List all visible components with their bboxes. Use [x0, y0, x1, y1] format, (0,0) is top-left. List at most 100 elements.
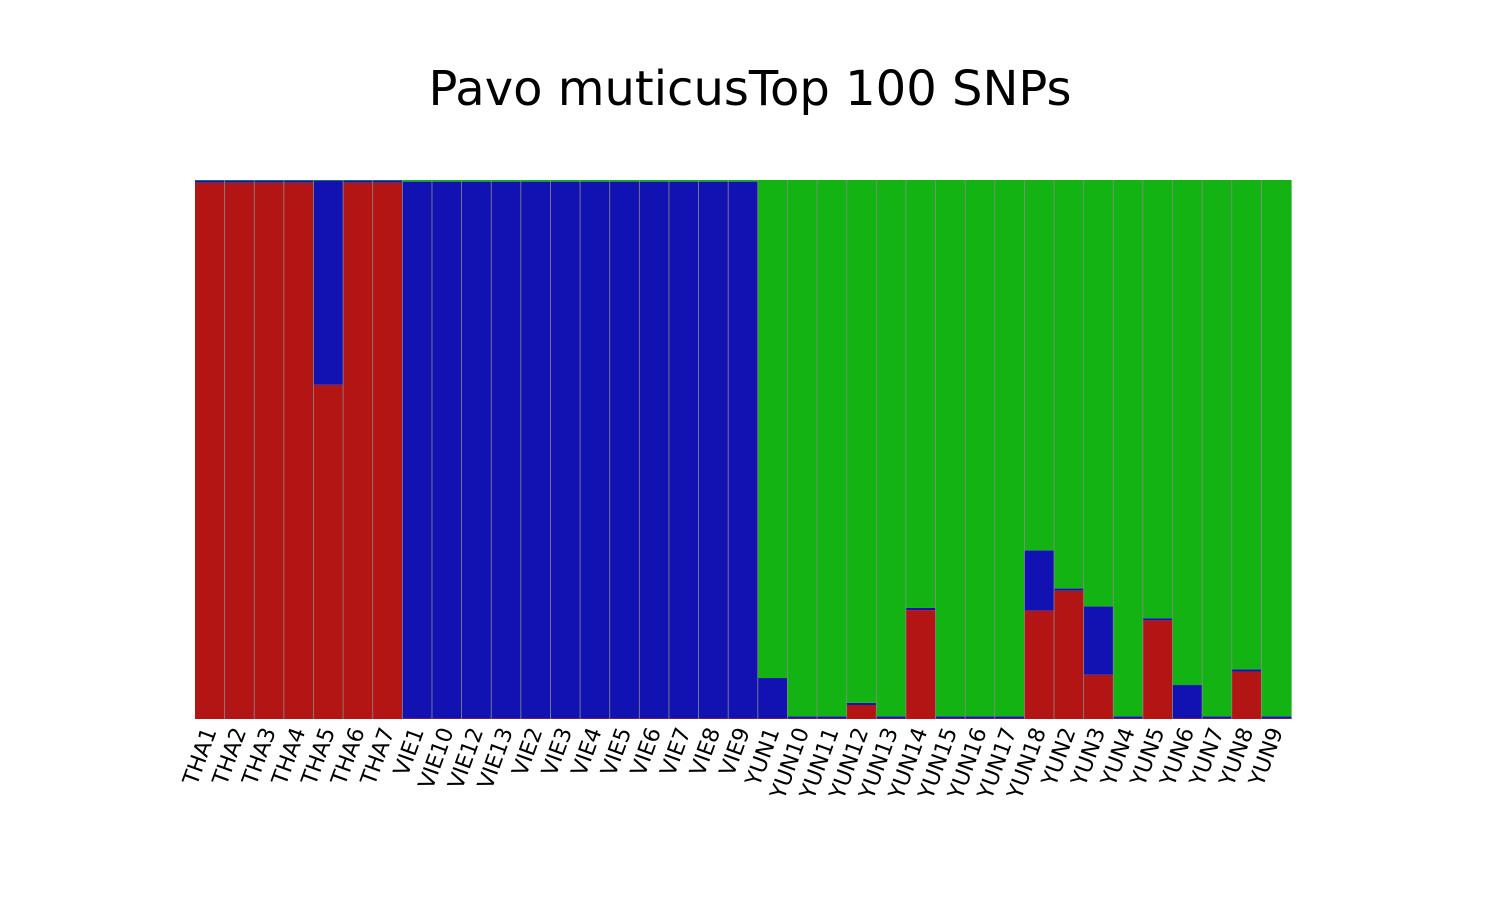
bar-segment-THA7-k1 — [372, 182, 403, 719]
bar-segment-YUN14-k1 — [905, 610, 937, 719]
bar-segment-VIE9-k3 — [728, 180, 759, 182]
bar-segment-YUN2-k2 — [1054, 588, 1085, 591]
x-tick-labels: THA1THA2THA3THA4THA5THA6THA7VIE1VIE10VIE… — [178, 725, 1288, 804]
bar-segment-YUN14-k2 — [905, 607, 937, 611]
bar-segment-YUN15-k1 — [935, 718, 966, 719]
bar-segment-VIE13-k3 — [491, 180, 522, 182]
bar-segment-VIE3-k3 — [550, 180, 581, 182]
bar-segment-YUN11-k3 — [817, 180, 848, 717]
bar-segment-YUN9-k3 — [1261, 180, 1292, 717]
bar-segment-YUN18-k1 — [1024, 610, 1055, 719]
bar-segment-YUN14-k3 — [905, 180, 937, 608]
bar-segment-THA7-k2 — [372, 180, 403, 183]
bar-segment-THA4-k2 — [283, 180, 315, 183]
bar-segment-YUN13-k1 — [876, 718, 907, 719]
bar-segment-YUN9-k1 — [1261, 718, 1292, 719]
bar-segment-YUN16-k3 — [965, 180, 996, 717]
bar-segment-YUN17-k2 — [994, 716, 1025, 719]
bar-segment-THA3-k2 — [254, 180, 285, 183]
bar-segment-VIE4-k2 — [580, 181, 611, 719]
bar-segment-THA1-k1 — [195, 182, 226, 719]
bar-segment-YUN10-k2 — [787, 716, 818, 719]
bar-segment-THA5-k3 — [313, 180, 344, 181]
bar-segment-YUN4-k2 — [1113, 716, 1144, 719]
bar-segment-VIE3-k1 — [550, 718, 581, 719]
bar-segment-VIE1-k1 — [402, 718, 433, 719]
bar-segment-VIE9-k1 — [728, 718, 759, 719]
chart-title: Pavo muticusTop 100 SNPs — [428, 61, 1071, 117]
bar-segment-YUN13-k2 — [876, 716, 907, 719]
bar-segment-VIE8-k3 — [698, 180, 729, 182]
bar-segment-VIE12-k3 — [461, 180, 492, 182]
bar-segment-YUN11-k1 — [817, 718, 848, 719]
bar-segment-VIE10-k2 — [431, 181, 463, 719]
bar-segment-YUN10-k1 — [787, 718, 818, 719]
bar-segment-VIE10-k1 — [431, 718, 463, 719]
bar-segment-VIE5-k3 — [609, 180, 640, 182]
bar-segment-VIE1-k2 — [402, 181, 433, 719]
bar-segment-VIE12-k2 — [461, 181, 492, 719]
bar-segment-YUN15-k2 — [935, 716, 966, 719]
bar-segment-YUN3-k1 — [1083, 674, 1114, 719]
bar-segment-VIE4-k1 — [580, 718, 611, 719]
bar-segment-YUN16-k1 — [965, 718, 996, 719]
bar-segment-YUN12-k1 — [846, 704, 877, 719]
bar-segment-YUN18-k3 — [1024, 180, 1055, 551]
bar-segment-VIE13-k1 — [491, 718, 522, 719]
bar-segment-THA1-k2 — [195, 180, 226, 183]
bar-segment-VIE9-k2 — [728, 181, 759, 719]
bar-segment-THA3-k3 — [254, 180, 285, 181]
bar-segment-YUN12-k2 — [846, 702, 877, 705]
bar-segment-YUN7-k3 — [1202, 180, 1233, 717]
bar-segment-VIE5-k2 — [609, 181, 640, 719]
bar-segment-VIE1-k3 — [402, 180, 433, 182]
bar-segment-THA1-k3 — [195, 180, 226, 181]
bar-segment-THA5-k2 — [313, 180, 344, 385]
bar-segment-YUN8-k1 — [1231, 671, 1262, 719]
bar-segment-YUN18-k2 — [1024, 550, 1055, 611]
bar-segment-YUN8-k2 — [1231, 669, 1262, 672]
bar-segment-YUN1-k3 — [757, 180, 789, 679]
bar-segment-THA4-k3 — [283, 180, 315, 181]
bar-segment-YUN6-k3 — [1172, 180, 1203, 686]
bar-segment-YUN8-k3 — [1231, 180, 1262, 670]
bar-segment-THA3-k1 — [254, 182, 285, 719]
bar-segment-VIE3-k2 — [550, 181, 581, 719]
bar-separators — [224, 180, 1262, 719]
bar-segment-VIE6-k1 — [639, 718, 670, 719]
bar-segment-YUN9-k2 — [1261, 716, 1292, 719]
bar-segment-YUN4-k3 — [1113, 180, 1144, 717]
bar-segment-THA7-k3 — [372, 180, 403, 181]
bar-segment-VIE12-k1 — [461, 718, 492, 719]
bar-segment-YUN12-k3 — [846, 180, 877, 703]
bar-segment-YUN7-k2 — [1202, 716, 1233, 719]
bar-segment-THA6-k1 — [343, 182, 374, 719]
bar-segment-YUN5-k3 — [1142, 180, 1174, 619]
bar-segment-YUN6-k2 — [1172, 685, 1203, 719]
bar-segment-THA2-k1 — [224, 182, 255, 719]
bar-segment-YUN7-k1 — [1202, 718, 1233, 719]
bar-segment-VIE6-k2 — [639, 181, 670, 719]
bar-segment-VIE2-k3 — [520, 180, 552, 182]
bar-segment-YUN1-k1 — [757, 718, 789, 719]
bar-segment-VIE8-k1 — [698, 718, 729, 719]
bar-segment-VIE2-k1 — [520, 718, 552, 719]
bar-segment-YUN13-k3 — [876, 180, 907, 717]
bar-segment-VIE5-k1 — [609, 718, 640, 719]
bar-segment-THA2-k3 — [224, 180, 255, 181]
bar-segment-THA5-k1 — [313, 384, 344, 719]
bar-segment-VIE10-k3 — [431, 180, 463, 182]
bar-segment-YUN11-k2 — [817, 716, 848, 719]
bar-segment-YUN2-k3 — [1054, 180, 1085, 589]
bar-segment-YUN3-k3 — [1083, 180, 1114, 607]
bar-segment-YUN3-k2 — [1083, 606, 1114, 675]
bar-segment-YUN16-k2 — [965, 716, 996, 719]
bars-layer — [195, 180, 1292, 719]
bar-segment-YUN17-k1 — [994, 718, 1025, 719]
bar-segment-YUN15-k3 — [935, 180, 966, 717]
bar-segment-VIE8-k2 — [698, 181, 729, 719]
bar-segment-YUN6-k1 — [1172, 718, 1203, 719]
bar-segment-VIE13-k2 — [491, 181, 522, 719]
